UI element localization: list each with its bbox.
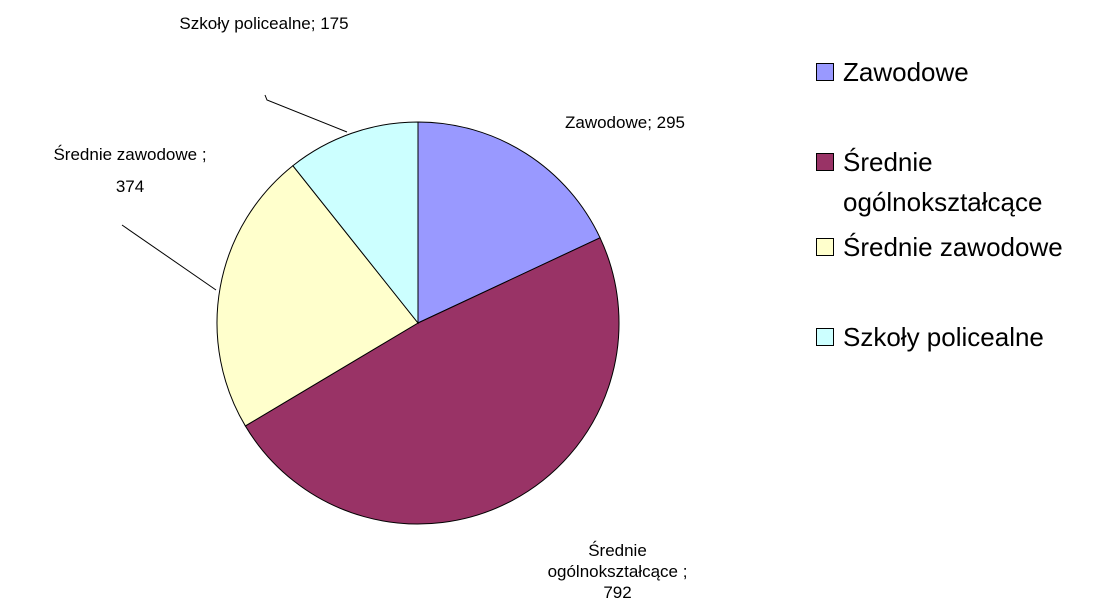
legend-label: Średnie zawodowe [843, 232, 1063, 262]
legend-label: Szkoły policealne [843, 322, 1044, 352]
pie-slice [417, 121, 601, 324]
data-label: Szkoły policealne; 175 [179, 14, 349, 33]
legend-swatch [816, 328, 834, 346]
legend-swatch [816, 153, 834, 171]
leader-line [121, 224, 217, 291]
pie-slice [244, 237, 620, 525]
data-label: Zawodowe; 295 [564, 113, 686, 132]
leader-line [264, 94, 348, 133]
legend-swatch [816, 238, 834, 256]
legend-swatch [816, 63, 834, 81]
data-label: Średnie ogólnokształcące ; 792 [547, 541, 688, 602]
pie-slice [292, 121, 419, 325]
pie-slice [216, 165, 419, 427]
legend-label: Zawodowe [843, 57, 969, 87]
legend-label: Średnie ogólnokształcące [843, 147, 1043, 217]
data-label: Średnie zawodowe ; 374 [53, 145, 207, 196]
